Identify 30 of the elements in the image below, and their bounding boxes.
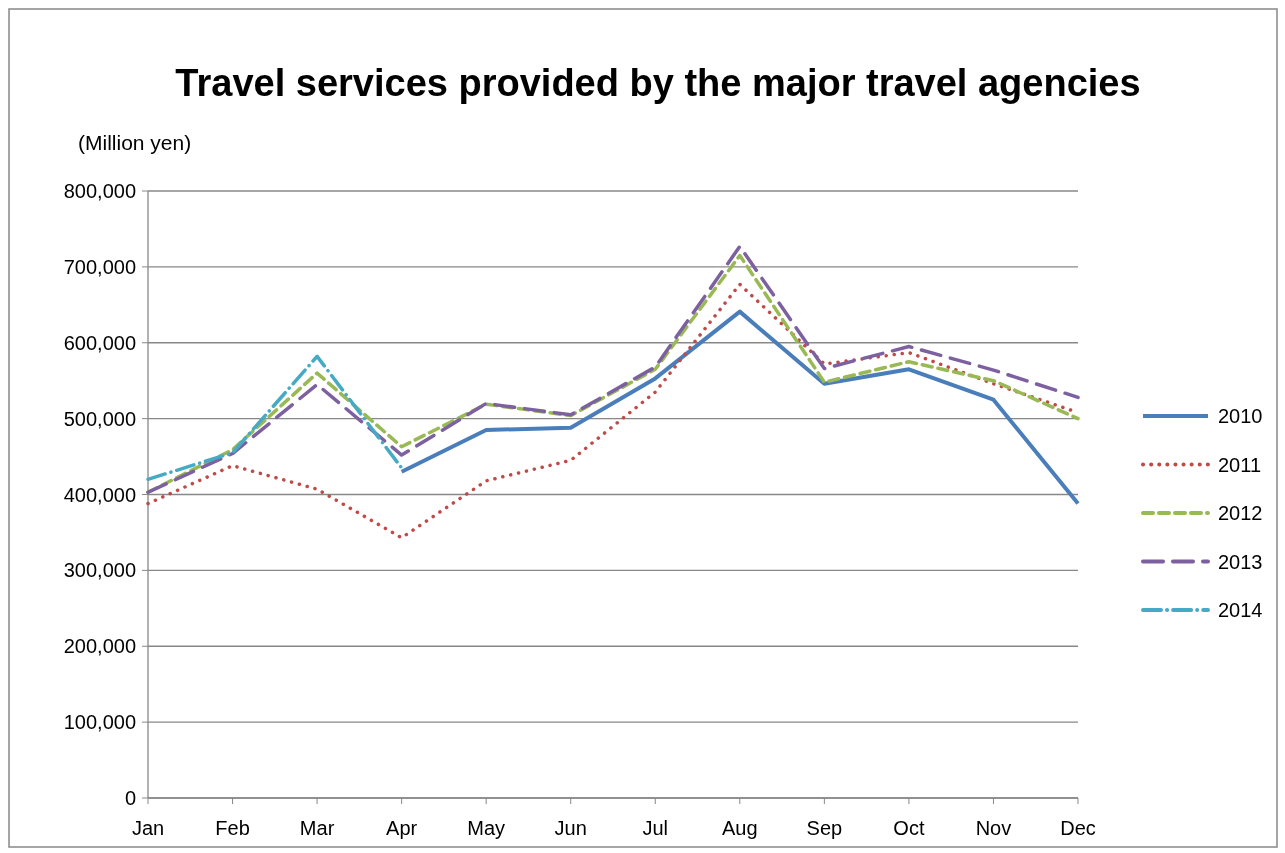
y-tick-label: 100,000 [63,711,136,734]
line-series [146,354,404,482]
x-tick-label: May [467,817,506,839]
y-tick-label: 600,000 [63,331,136,354]
x-tick-label: Sep [806,817,843,839]
x-tick-label: Mar [299,817,335,839]
y-tick-label: 700,000 [63,255,136,278]
y-tick-label: 300,000 [63,559,136,582]
chart-title: Travel services provided by the major travel agencies [175,62,1141,104]
x-tick-label: Nov [975,817,1012,839]
legend-label: 2014 [1218,599,1263,621]
x-tick-label: Dec [1060,817,1096,839]
legend-label: 2012 [1218,502,1263,524]
x-tick-label: Oct [893,817,925,839]
line-series [399,309,1080,506]
x-tick-label: Jan [131,817,165,839]
x-tick-label: Aug [722,817,758,839]
legend-label: 2010 [1218,405,1263,427]
legend-label: 2011 [1218,453,1262,476]
x-tick-label: Jul [642,817,669,839]
x-tick-label: Jun [554,817,587,839]
y-tick-label: 0 [124,787,136,809]
legend-label: 2013 [1218,550,1263,573]
y-tick-label: 200,000 [63,635,136,658]
y-tick-label: 800,000 [63,180,136,202]
y-axis-title: (Million yen) [78,131,192,154]
y-tick-label: 500,000 [63,407,136,430]
x-tick-label: Apr [386,817,418,839]
x-tick-label: Feb [215,817,250,839]
y-tick-label: 400,000 [63,483,136,506]
